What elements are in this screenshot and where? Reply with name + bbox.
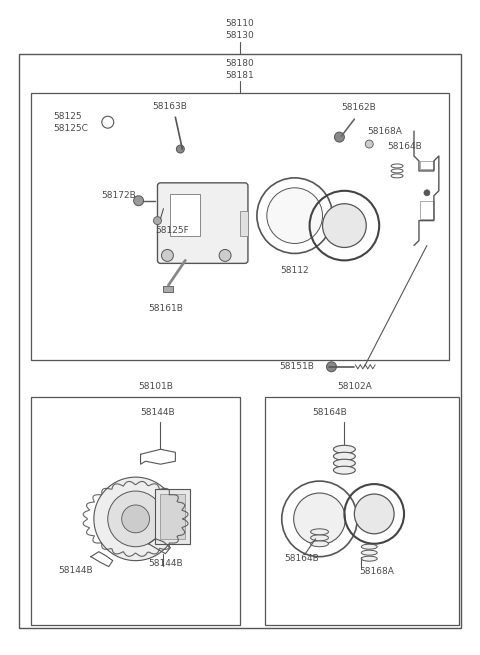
Bar — [240, 211, 248, 236]
Bar — [160, 494, 185, 539]
Bar — [31, 94, 449, 360]
Circle shape — [335, 132, 344, 142]
Ellipse shape — [334, 459, 355, 467]
Text: 58162B: 58162B — [341, 103, 376, 112]
Ellipse shape — [311, 541, 328, 547]
Text: 58112: 58112 — [280, 266, 309, 275]
Ellipse shape — [361, 550, 377, 555]
Text: 58102A: 58102A — [337, 382, 372, 391]
Ellipse shape — [311, 534, 328, 541]
Bar — [164, 286, 173, 292]
Text: 58168A: 58168A — [367, 126, 402, 136]
Text: 58164B: 58164B — [312, 408, 347, 417]
Text: 58101B: 58101B — [138, 382, 173, 391]
FancyBboxPatch shape — [157, 183, 248, 263]
Circle shape — [94, 477, 178, 561]
Ellipse shape — [334, 445, 355, 453]
Text: 58144B: 58144B — [58, 566, 93, 575]
Bar — [156, 489, 190, 544]
Circle shape — [219, 250, 231, 261]
Ellipse shape — [311, 529, 328, 534]
Text: 58125C: 58125C — [53, 124, 88, 133]
Circle shape — [326, 362, 336, 372]
Text: 58161B: 58161B — [148, 304, 183, 312]
Text: 58181: 58181 — [226, 71, 254, 80]
Circle shape — [267, 188, 323, 244]
Bar — [420, 161, 434, 169]
Text: 58151B: 58151B — [280, 362, 315, 371]
Text: 58180: 58180 — [226, 59, 254, 68]
Text: 58163B: 58163B — [153, 102, 187, 111]
Text: 58130: 58130 — [226, 31, 254, 40]
Text: 58125F: 58125F — [156, 226, 189, 235]
Text: 58125: 58125 — [53, 112, 82, 121]
Text: 58172B: 58172B — [101, 191, 135, 200]
Text: 58110: 58110 — [226, 19, 254, 28]
Circle shape — [176, 145, 184, 153]
Circle shape — [122, 505, 150, 533]
Bar — [170, 194, 200, 236]
Bar — [31, 396, 240, 626]
Circle shape — [424, 190, 430, 196]
Bar — [19, 54, 461, 628]
Ellipse shape — [361, 556, 377, 561]
Ellipse shape — [334, 452, 355, 460]
Bar — [265, 396, 459, 626]
Text: 58164B: 58164B — [387, 141, 422, 151]
Circle shape — [323, 204, 366, 248]
Circle shape — [354, 494, 394, 534]
Circle shape — [161, 250, 173, 261]
Text: 58144B: 58144B — [148, 559, 183, 568]
Text: 58144B: 58144B — [141, 408, 175, 417]
Ellipse shape — [361, 544, 377, 549]
Bar — [420, 200, 434, 219]
Circle shape — [294, 493, 346, 545]
Circle shape — [108, 491, 164, 547]
Circle shape — [133, 196, 144, 206]
Circle shape — [365, 140, 373, 148]
Text: 58168A: 58168A — [360, 567, 394, 576]
Text: 58164B: 58164B — [285, 554, 320, 563]
Ellipse shape — [334, 466, 355, 474]
Circle shape — [154, 217, 161, 225]
